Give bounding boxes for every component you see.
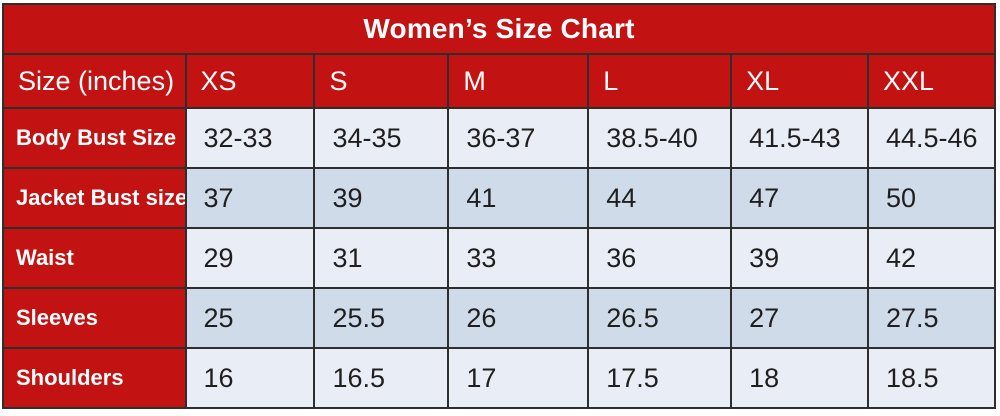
cell-value: 29: [184, 227, 316, 289]
title-row: Women’s Size Chart: [2, 3, 996, 55]
cell-value: 26.5: [587, 287, 733, 349]
cell-value: 39: [730, 227, 869, 289]
chart-title: Women’s Size Chart: [2, 3, 996, 55]
cell-value: 17.5: [587, 347, 733, 409]
cell-value: 27: [730, 287, 869, 349]
cell-value: 41.5-43: [730, 107, 869, 169]
cell-value: 50: [866, 167, 997, 229]
cell-value: 36: [587, 227, 733, 289]
column-header-size-inches: Size (inches): [2, 53, 187, 109]
cell-value: 41: [447, 167, 590, 229]
cell-value: 17: [447, 347, 590, 409]
cell-value: 31: [313, 227, 450, 289]
column-header-xs: XS: [184, 53, 316, 109]
cell-value: 38.5-40: [587, 107, 733, 169]
cell-value: 34-35: [313, 107, 450, 169]
cell-value: 32-33: [184, 107, 316, 169]
cell-value: 37: [184, 167, 316, 229]
table-row-waist: Waist 29 31 33 36 39 42: [2, 227, 997, 289]
table-row-sleeves: Sleeves 25 25.5 26 26.5 27 27.5: [2, 287, 997, 349]
header-row: Size (inches) XS S M L XL XXL: [2, 53, 997, 109]
cell-value: 44.5-46: [866, 107, 997, 169]
cell-value: 25: [184, 287, 316, 349]
cell-value: 16: [184, 347, 316, 409]
cell-value: 18: [730, 347, 869, 409]
row-label-jacket-bust-size: Jacket Bust size: [2, 167, 187, 229]
womens-size-chart-table: Women’s Size Chart Size (inches) XS S M …: [2, 3, 997, 409]
column-header-l: L: [587, 53, 733, 109]
cell-value: 36-37: [447, 107, 590, 169]
row-label-shoulders: Shoulders: [2, 347, 187, 409]
column-header-s: S: [313, 53, 450, 109]
cell-value: 42: [866, 227, 997, 289]
cell-value: 47: [730, 167, 869, 229]
row-label-body-bust-size: Body Bust Size: [2, 107, 187, 169]
cell-value: 16.5: [313, 347, 450, 409]
table-row-body-bust-size: Body Bust Size 32-33 34-35 36-37 38.5-40…: [2, 107, 997, 169]
table-row-shoulders: Shoulders 16 16.5 17 17.5 18 18.5: [2, 347, 997, 409]
cell-value: 33: [447, 227, 590, 289]
row-label-waist: Waist: [2, 227, 187, 289]
column-header-xxl: XXL: [866, 53, 997, 109]
cell-value: 44: [587, 167, 733, 229]
column-header-m: M: [447, 53, 590, 109]
table-row-jacket-bust-size: Jacket Bust size 37 39 41 44 47 50: [2, 167, 997, 229]
cell-value: 26: [447, 287, 590, 349]
cell-value: 25.5: [313, 287, 450, 349]
cell-value: 27.5: [866, 287, 997, 349]
cell-value: 39: [313, 167, 450, 229]
column-header-xl: XL: [730, 53, 869, 109]
row-label-sleeves: Sleeves: [2, 287, 187, 349]
cell-value: 18.5: [866, 347, 997, 409]
